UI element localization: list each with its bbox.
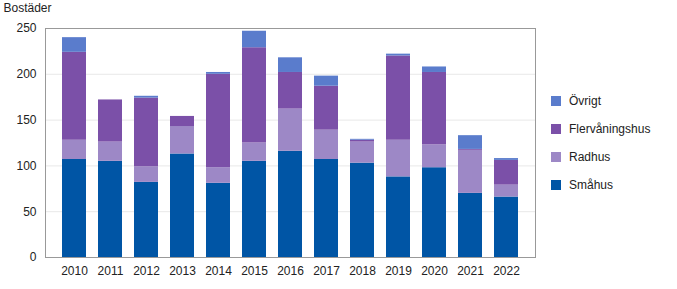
svg-text:2022: 2022 (493, 264, 520, 278)
svg-text:2017: 2017 (313, 264, 340, 278)
svg-text:2016: 2016 (277, 264, 304, 278)
svg-text:200: 200 (16, 67, 36, 81)
svg-text:2020: 2020 (421, 264, 448, 278)
svg-text:2021: 2021 (457, 264, 484, 278)
svg-text:Bostäder: Bostäder (4, 1, 52, 15)
svg-text:2011: 2011 (98, 264, 124, 278)
svg-text:150: 150 (16, 113, 36, 127)
html-text:Övrigt: Övrigt (569, 93, 601, 108)
svg-text:50: 50 (23, 205, 37, 219)
svg-text:2014: 2014 (205, 264, 232, 278)
svg-text:2018: 2018 (349, 264, 376, 278)
html-text:Småhus: Småhus (569, 177, 613, 192)
html-text:Radhus: Radhus (569, 149, 611, 164)
svg-text:2013: 2013 (169, 264, 196, 278)
svg-text:2010: 2010 (61, 264, 88, 278)
html-text:Flervåningshus: Flervåningshus (569, 121, 651, 136)
svg-text:2012: 2012 (133, 264, 160, 278)
svg-text:250: 250 (16, 21, 36, 35)
svg-text:0: 0 (30, 250, 37, 264)
svg-text:100: 100 (16, 159, 36, 173)
svg-text:2015: 2015 (241, 264, 268, 278)
svg-text:2019: 2019 (385, 264, 412, 278)
